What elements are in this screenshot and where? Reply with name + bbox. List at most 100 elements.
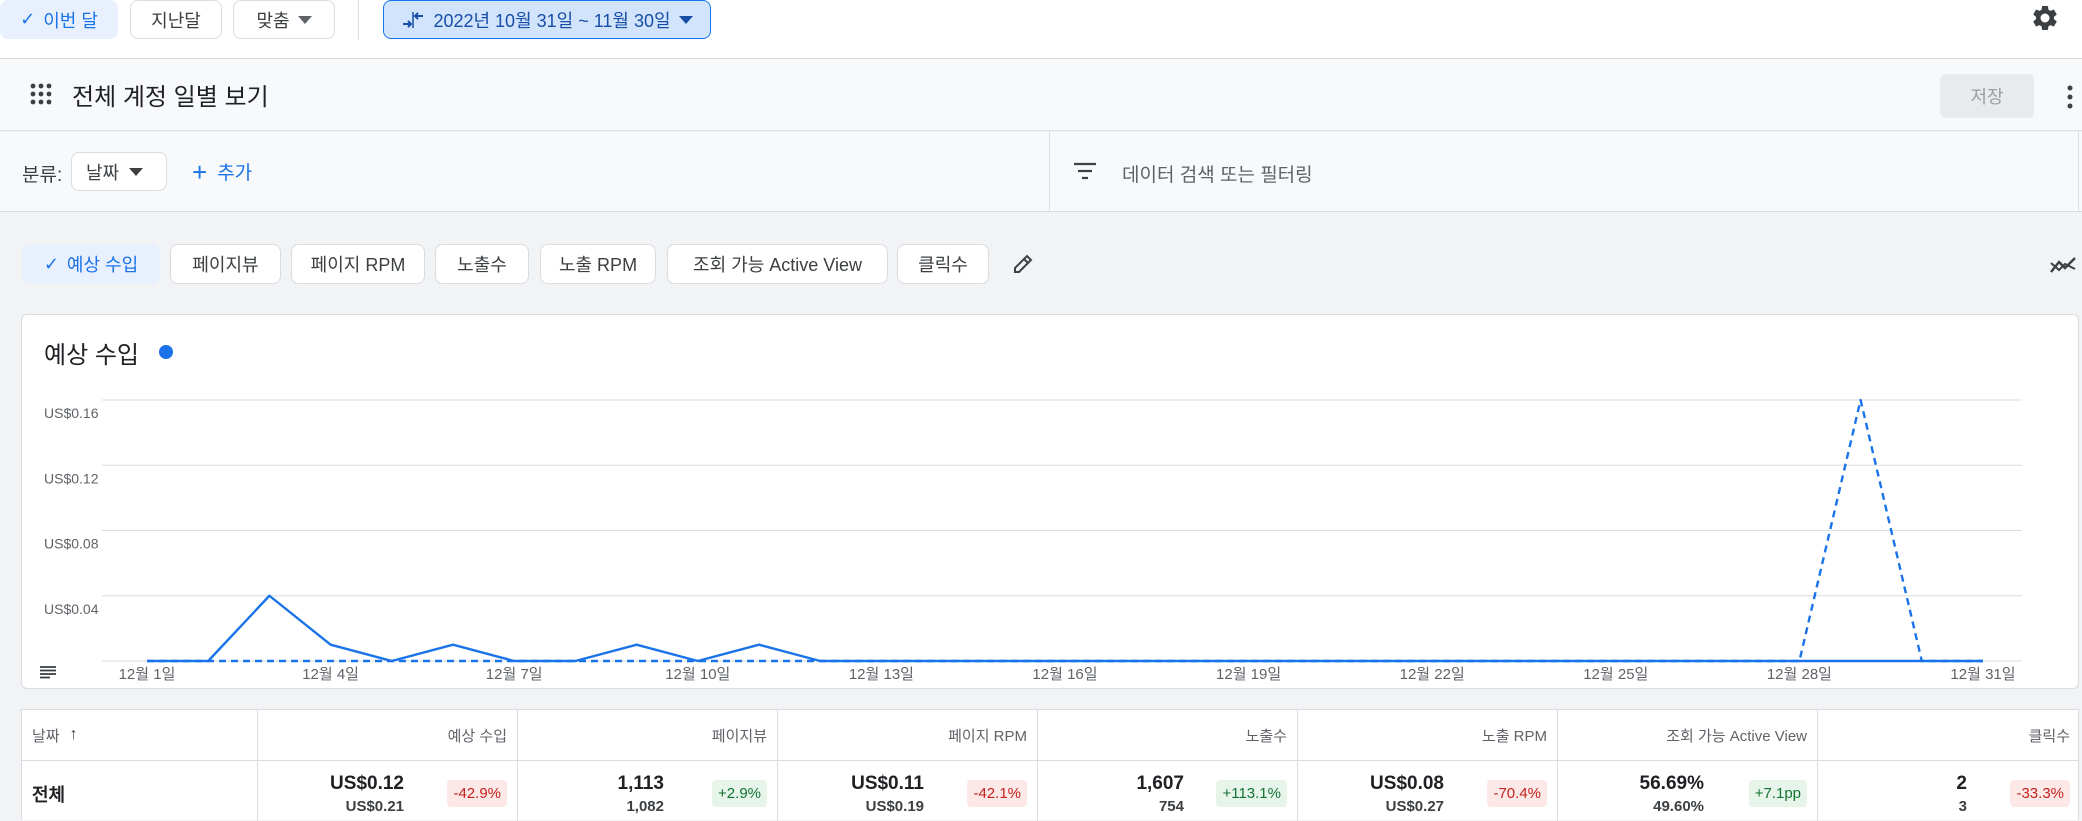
comparison-value: 49.60% <box>1653 798 1704 815</box>
total-cell-impression-rpm: US$0.08 US$0.27 -70.4% <box>1298 761 1558 821</box>
comparison-value: 1,082 <box>626 798 664 815</box>
header-label: 날짜 <box>32 727 60 745</box>
dropdown-arrow-icon <box>297 15 312 24</box>
table-row: 전체 US$0.12 US$0.21 -42.9% 1,113 1,082 +2.9% US… <box>22 761 2078 821</box>
change-badge: -42.1% <box>967 780 1027 807</box>
column-header-active-view[interactable]: 조회 가능 Active View <box>1558 710 1818 760</box>
series-legend-dot <box>159 345 173 359</box>
total-cell-clicks: 2 3 -33.3% <box>1818 761 2080 821</box>
column-header-page-rpm[interactable]: 페이지 RPM <box>778 710 1038 760</box>
total-cell-pageviews: 1,113 1,082 +2.9% <box>518 761 778 821</box>
date-range-label: 2022년 10월 31일 ~ 11월 30일 <box>433 10 671 31</box>
last-month-label: 지난달 <box>151 10 201 31</box>
table-header-row: 날짜 ↑ 예상 수입 페이지뷰 페이지 RPM 노출수 노출 RPM 조회 가능… <box>22 710 2078 761</box>
custom-range-dropdown[interactable]: 맞춤 <box>233 0 335 39</box>
add-label: 추가 <box>217 163 253 184</box>
search-filter-input[interactable]: 데이터 검색 또는 필터링 <box>1122 165 1313 186</box>
x-tick-label: 12월 1일 <box>119 666 176 683</box>
comparison-value: 754 <box>1158 798 1184 815</box>
plus-icon: + <box>192 156 208 187</box>
metric-chip-active-view[interactable]: 조회 가능 Active View <box>667 244 888 284</box>
check-icon: ✓ <box>20 9 36 29</box>
y-tick-label: US$0.16 <box>44 405 99 421</box>
comparison-value: US$0.21 <box>345 798 404 815</box>
x-tick-label: 12월 25일 <box>1583 666 1648 683</box>
dropdown-arrow-icon <box>129 167 144 176</box>
metric-chip-impressions[interactable]: 노출수 <box>435 244 529 284</box>
report-title: 전체 계정 일별 보기 <box>72 84 269 111</box>
metric-chip-pageviews[interactable]: 페이지뷰 <box>170 244 281 284</box>
metric-value: US$0.08 <box>1370 773 1444 794</box>
metric-chip-label: 노출수 <box>457 255 507 275</box>
x-tick-label: 12월 28일 <box>1767 666 1832 683</box>
metric-value: 2 <box>1956 773 1967 794</box>
x-tick-label: 12월 4일 <box>302 666 359 683</box>
change-badge: -42.9% <box>447 780 507 807</box>
total-cell-page-rpm: US$0.11 US$0.19 -42.1% <box>778 761 1038 821</box>
column-header-pageviews[interactable]: 페이지뷰 <box>518 710 778 760</box>
apps-grid-icon[interactable] <box>30 83 52 105</box>
metric-chip-clicks[interactable]: 클릭수 <box>897 244 989 284</box>
date-range-picker[interactable]: 2022년 10월 31일 ~ 11월 30일 <box>383 0 711 39</box>
metric-selector: ✓ 예상 수입 페이지뷰 페이지 RPM 노출수 노출 RPM 조회 가능 Ac… <box>0 212 2082 312</box>
comparison-series-line <box>147 398 1983 663</box>
compare-icon <box>403 11 424 28</box>
column-header-impression-rpm[interactable]: 노출 RPM <box>1298 710 1558 760</box>
gear-icon[interactable] <box>2030 3 2060 33</box>
change-badge: -33.3% <box>2010 780 2070 807</box>
metric-chip-impression-rpm[interactable]: 노출 RPM <box>540 244 656 284</box>
total-label-cell: 전체 <box>22 761 258 821</box>
total-cell-impressions: 1,607 754 +113.1% <box>1038 761 1298 821</box>
column-header-date[interactable]: 날짜 ↑ <box>22 710 258 760</box>
change-badge: +113.1% <box>1216 780 1287 807</box>
total-label: 전체 <box>32 785 66 805</box>
filter-right-edge <box>2078 132 2079 212</box>
chart-legend-toggle-icon <box>40 666 56 679</box>
y-tick-label: US$0.08 <box>44 536 99 552</box>
column-header-impressions[interactable]: 노출수 <box>1038 710 1298 760</box>
change-badge: -70.4% <box>1487 780 1547 807</box>
change-badge: +2.9% <box>712 780 767 807</box>
metric-chip-label: 페이지 RPM <box>310 255 406 275</box>
x-tick-label: 12월 7일 <box>486 666 543 683</box>
save-button[interactable]: 저장 <box>1940 74 2034 118</box>
sort-ascending-icon: ↑ <box>69 726 78 743</box>
metric-value: 1,607 <box>1136 773 1184 794</box>
comparison-value: 3 <box>1958 798 1967 815</box>
breakdown-label: 분류: <box>22 165 63 186</box>
x-tick-label: 12월 13일 <box>849 666 914 683</box>
breakdown-dropdown[interactable]: 날짜 <box>71 152 167 191</box>
metric-value: US$0.12 <box>330 773 404 794</box>
edit-pencil-icon[interactable] <box>1012 253 1034 275</box>
metric-chip-estimated-earnings[interactable]: ✓ 예상 수입 <box>22 244 160 284</box>
x-tick-label: 12월 19일 <box>1216 666 1281 683</box>
filter-icon <box>1074 162 1096 180</box>
chart-title: 예상 수입 <box>44 342 139 369</box>
metric-chip-label: 노출 RPM <box>558 255 638 275</box>
metric-chip-label: 클릭수 <box>918 255 968 275</box>
add-breakdown-button[interactable]: + 추가 <box>192 158 252 185</box>
total-cell-active-view: 56.69% 49.60% +7.1pp <box>1558 761 1818 821</box>
metric-chip-label: 예상 수입 <box>66 255 139 275</box>
y-tick-label: US$0.04 <box>44 601 99 617</box>
last-month-chip[interactable]: 지난달 <box>130 0 222 39</box>
compare-trend-icon[interactable] <box>2050 255 2076 275</box>
change-badge: +7.1pp <box>1748 780 1807 807</box>
x-tick-label: 12월 16일 <box>1032 666 1097 683</box>
custom-label: 맞춤 <box>256 10 290 31</box>
column-header-clicks[interactable]: 클릭수 <box>2028 727 2070 745</box>
date-toolbar: ✓ 이번 달 지난달 맞춤 2022년 10월 31일 ~ 11월 30일 <box>0 0 2082 59</box>
comparison-value: US$0.27 <box>1385 798 1444 815</box>
dropdown-arrow-icon <box>678 15 693 24</box>
metric-chip-page-rpm[interactable]: 페이지 RPM <box>291 244 425 284</box>
metric-value: 56.69% <box>1639 773 1704 794</box>
metric-chip-label: 조회 가능 Active View <box>693 255 862 275</box>
more-vert-icon[interactable] <box>2060 82 2080 112</box>
this-month-chip[interactable]: ✓ 이번 달 <box>0 0 118 39</box>
metric-chip-label: 페이지뷰 <box>192 255 259 275</box>
check-icon: ✓ <box>43 253 59 274</box>
data-table: 날짜 ↑ 예상 수입 페이지뷰 페이지 RPM 노출수 노출 RPM 조회 가능… <box>21 709 2079 821</box>
column-header-estimated-earnings[interactable]: 예상 수입 <box>258 710 518 760</box>
filter-bar: 분류: 날짜 + 추가 데이터 검색 또는 필터링 <box>0 132 2082 212</box>
filter-divider <box>1049 132 1050 212</box>
